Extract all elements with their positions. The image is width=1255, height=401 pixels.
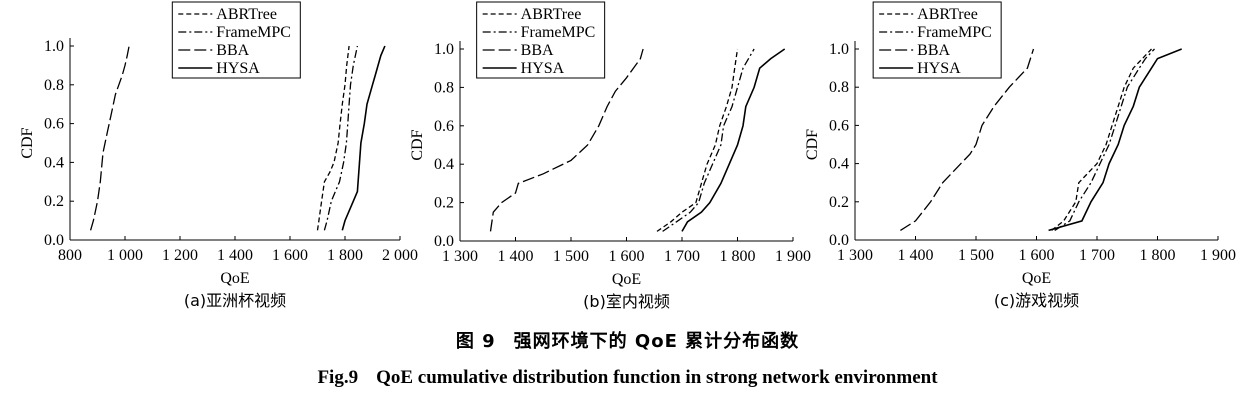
x-tick-label: 2 000 — [382, 247, 418, 264]
y-tick-label: 0.8 — [434, 79, 454, 96]
series-line-abrtree — [316, 45, 350, 231]
chart-panel-1: 800 1 000 1 200 1 400 1 600 1 800 2 000 0.0 0.2 0… — [19, 1, 418, 310]
figure-caption-cn: 图 9 强网环境下的 QoE 累计分布函数 — [0, 327, 1255, 353]
y-tick-label: 0.0 — [829, 232, 849, 249]
chart-subtitle: (a)亚洲杯视频 — [184, 291, 286, 310]
x-tick-label: 1 600 — [272, 247, 308, 264]
caption-en-label: Fig.9 — [317, 367, 359, 388]
y-tick-label: 0.0 — [434, 233, 454, 250]
legend-box — [872, 1, 1002, 79]
x-tick-label: 1 400 — [898, 247, 934, 264]
y-tick-label: 0.4 — [44, 154, 64, 171]
x-tick-label: 1 600 — [1019, 247, 1055, 264]
x-tick-label: 1 800 — [327, 247, 363, 264]
caption-cn-label: 图 9 — [455, 331, 496, 352]
y-tick-label: 1.0 — [44, 38, 64, 55]
chart-panel-3: 1 300 1 400 1 500 1 600 1 700 1 800 1 900 0.0 0.… — [804, 1, 1236, 310]
chart-panel-2: 1 300 1 400 1 500 1 600 1 700 1 800 1 900 0.0 0.… — [409, 1, 811, 311]
legend-label-framempc: FrameMPC — [917, 24, 992, 41]
y-tick-label: 1.0 — [434, 41, 454, 58]
y-tick-label: 0.6 — [434, 118, 454, 135]
x-tick-label: 1 400 — [217, 247, 253, 264]
y-tick-label: 0.8 — [44, 77, 64, 94]
y-axis-label: CDF — [19, 127, 36, 158]
legend-box — [171, 1, 301, 79]
legend-label-bba: BBA — [521, 42, 554, 59]
x-tick-label: 1 200 — [162, 247, 198, 264]
y-tick-label: 0.4 — [829, 156, 849, 173]
chart-subtitle: (b)室内视频 — [583, 292, 670, 311]
legend-label-framempc: FrameMPC — [216, 24, 291, 41]
y-tick-label: 0.6 — [829, 117, 849, 134]
series-line-hysa — [341, 45, 386, 231]
legend-label-abrtree: ABRTree — [521, 6, 582, 23]
series-line-framempc — [1054, 48, 1155, 231]
x-tick-label: 1 500 — [958, 247, 994, 264]
y-tick-label: 0.2 — [829, 194, 849, 211]
x-tick-label: 1 600 — [609, 248, 645, 265]
y-tick-label: 0.2 — [44, 193, 64, 210]
caption-cn-text: 强网环境下的 QoE 累计分布函数 — [513, 331, 800, 352]
x-tick-label: 800 — [58, 247, 82, 264]
x-tick-label: 1 700 — [664, 248, 700, 265]
caption-en-text: QoE cumulative distribution function in … — [376, 367, 938, 388]
series-line-framempc — [323, 45, 359, 231]
series-line-abrtree — [1051, 48, 1152, 231]
y-axis-label: CDF — [409, 129, 426, 160]
x-tick-label: 1 800 — [1140, 247, 1176, 264]
y-tick-label: 0.0 — [44, 232, 64, 249]
figure: 800 1 000 1 200 1 400 1 600 1 800 2 000 0.0 0.2 0… — [19, 1, 1236, 311]
y-axis-label: CDF — [804, 129, 821, 160]
series-line-hysa — [1048, 48, 1182, 232]
x-tick-label: 1 000 — [107, 247, 143, 264]
series-line-bba — [489, 48, 644, 232]
legend-label-bba: BBA — [216, 42, 249, 59]
figure-caption-en: Fig.9 QoE cumulative distribution functio… — [0, 367, 1255, 389]
x-axis-label: QoE — [1022, 270, 1051, 287]
legend-label-hysa: HYSA — [521, 60, 565, 77]
x-tick-label: 1 900 — [775, 248, 811, 265]
x-tick-label: 1 300 — [442, 248, 478, 265]
series-line-hysa — [681, 48, 786, 232]
x-tick-label: 1 800 — [720, 248, 756, 265]
legend-label-hysa: HYSA — [917, 60, 961, 77]
x-tick-label: 1 900 — [1200, 247, 1236, 264]
x-tick-label: 1 400 — [498, 248, 534, 265]
legend-label-abrtree: ABRTree — [917, 6, 978, 23]
series-line-bba — [900, 48, 1035, 231]
x-tick-label: 1 700 — [1079, 247, 1115, 264]
x-tick-label: 1 300 — [837, 247, 873, 264]
chart-subtitle: (c)游戏视频 — [994, 291, 1079, 310]
legend-label-hysa: HYSA — [216, 60, 260, 77]
series-line-bba — [89, 45, 130, 231]
legend-label-abrtree: ABRTree — [216, 6, 277, 23]
x-tick-label: 1 500 — [553, 248, 589, 265]
legend-label-bba: BBA — [917, 42, 950, 59]
x-axis-label: QoE — [612, 271, 641, 288]
y-tick-label: 0.8 — [829, 79, 849, 96]
legend-box — [476, 1, 606, 79]
legend-label-framempc: FrameMPC — [521, 24, 596, 41]
series-line-abrtree — [656, 48, 739, 232]
y-tick-label: 0.6 — [44, 116, 64, 133]
y-tick-label: 1.0 — [829, 41, 849, 58]
y-tick-label: 0.4 — [434, 156, 454, 173]
y-tick-label: 0.2 — [434, 195, 454, 212]
x-axis-label: QoE — [220, 270, 249, 287]
series-line-framempc — [662, 48, 755, 232]
